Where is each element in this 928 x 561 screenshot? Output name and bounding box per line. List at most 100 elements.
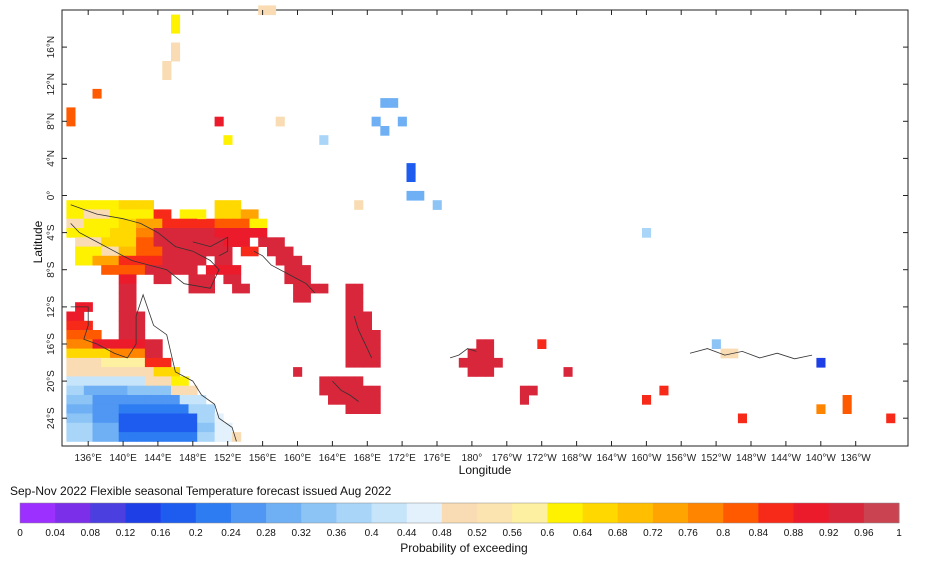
grid-cell (118, 376, 128, 387)
grid-cell (519, 385, 529, 396)
grid-cell (205, 218, 215, 229)
grid-cell (179, 255, 189, 266)
grid-cell (188, 255, 198, 266)
colorbar-tick-label: 0.32 (291, 528, 311, 539)
y-axis-title: Latitude (31, 220, 45, 263)
grid-cell (179, 265, 189, 275)
grid-cell (659, 385, 669, 396)
grid-cell (197, 404, 207, 414)
lon-tick-label: 152°E (214, 453, 242, 464)
grid-cell (153, 237, 163, 247)
lat-tick-label: 8°S (46, 261, 57, 278)
grid-cell (101, 404, 111, 414)
grid-cell (92, 413, 102, 424)
grid-cell (345, 404, 355, 414)
lon-tick-label: 172°E (388, 453, 416, 464)
lon-tick-label: 144°W (771, 453, 802, 464)
grid-cell (179, 404, 189, 414)
grid-cell (171, 265, 181, 275)
grid-cell (83, 385, 93, 396)
grid-cell (144, 432, 154, 442)
grid-cell (110, 367, 120, 377)
grid-cell (75, 422, 85, 433)
grid-cell (66, 404, 76, 414)
grid-cell (118, 237, 128, 247)
grid-cell (171, 42, 181, 53)
grid-cell (336, 376, 346, 387)
grid-cell (83, 228, 93, 238)
grid-cell (205, 246, 215, 257)
grid-cell (92, 246, 102, 257)
grid-cell (118, 339, 128, 349)
grid-cell (232, 200, 242, 210)
grid-cell (83, 348, 93, 359)
colorbar-tick-label: 0.76 (678, 528, 698, 539)
grid-cell (110, 376, 120, 387)
grid-cell (75, 311, 85, 322)
grid-cell (127, 311, 137, 322)
grid-cell (75, 330, 85, 340)
grid-cell (136, 367, 146, 377)
colorbar-tick-label: 0.16 (150, 528, 171, 539)
grid-cell (171, 422, 181, 433)
grid-cell (144, 200, 154, 210)
grid-cell (92, 330, 102, 340)
grid-cell (319, 135, 329, 145)
grid-cell (136, 357, 146, 368)
lat-tick-label: 8°N (46, 113, 57, 130)
grid-cell (267, 5, 277, 16)
grid-cell (83, 255, 93, 266)
grid-cell (162, 274, 172, 285)
grid-cell (127, 422, 137, 433)
grid-cell (83, 422, 93, 433)
grid-cell (188, 395, 198, 405)
grid-cell (144, 228, 154, 238)
grid-cell (162, 395, 172, 405)
grid-cell (153, 218, 163, 229)
grid-cell (118, 292, 128, 303)
grid-cell (179, 218, 189, 229)
grid-cell (118, 432, 128, 442)
grid-cell (362, 330, 372, 340)
grid-cell (127, 376, 137, 387)
grid-cell (232, 209, 242, 220)
grid-cell (371, 404, 381, 414)
grid-cell (328, 395, 338, 405)
grid-cell (240, 209, 250, 220)
grid-cell (406, 172, 416, 182)
grid-cell (136, 385, 146, 396)
grid-cell (197, 255, 207, 266)
grid-cell (362, 404, 372, 414)
grid-cell (75, 404, 85, 414)
colorbar (19, 502, 900, 524)
grid-cell (162, 413, 172, 424)
grid-cell (75, 200, 85, 210)
grid-cell (371, 348, 381, 359)
grid-cell (179, 209, 189, 220)
grid-cell (214, 255, 224, 266)
grid-cell (66, 413, 76, 424)
lat-tick-label: 12°N (46, 73, 57, 95)
grid-cell (153, 395, 163, 405)
colorbar-swatch (195, 503, 232, 523)
grid-cell (110, 357, 120, 368)
grid-cell (345, 283, 355, 294)
grid-cell (232, 283, 242, 294)
grid-cell (319, 376, 329, 387)
grid-cell (83, 367, 93, 377)
grid-cell (485, 339, 495, 349)
colorbar-swatch (828, 503, 865, 523)
lon-tick-label: 136°W (841, 453, 872, 464)
grid-cell (171, 432, 181, 442)
grid-cell (127, 348, 137, 359)
lat-tick-label: 0° (46, 191, 57, 201)
grid-cell (345, 357, 355, 368)
grid-cell (354, 385, 364, 396)
grid-cell (83, 200, 93, 210)
lon-tick-label: 176°W (492, 453, 523, 464)
grid-cell (188, 404, 198, 414)
grid-cell (205, 274, 215, 285)
grid-cell (92, 218, 102, 229)
grid-cell (336, 395, 346, 405)
grid-cell (162, 422, 172, 433)
